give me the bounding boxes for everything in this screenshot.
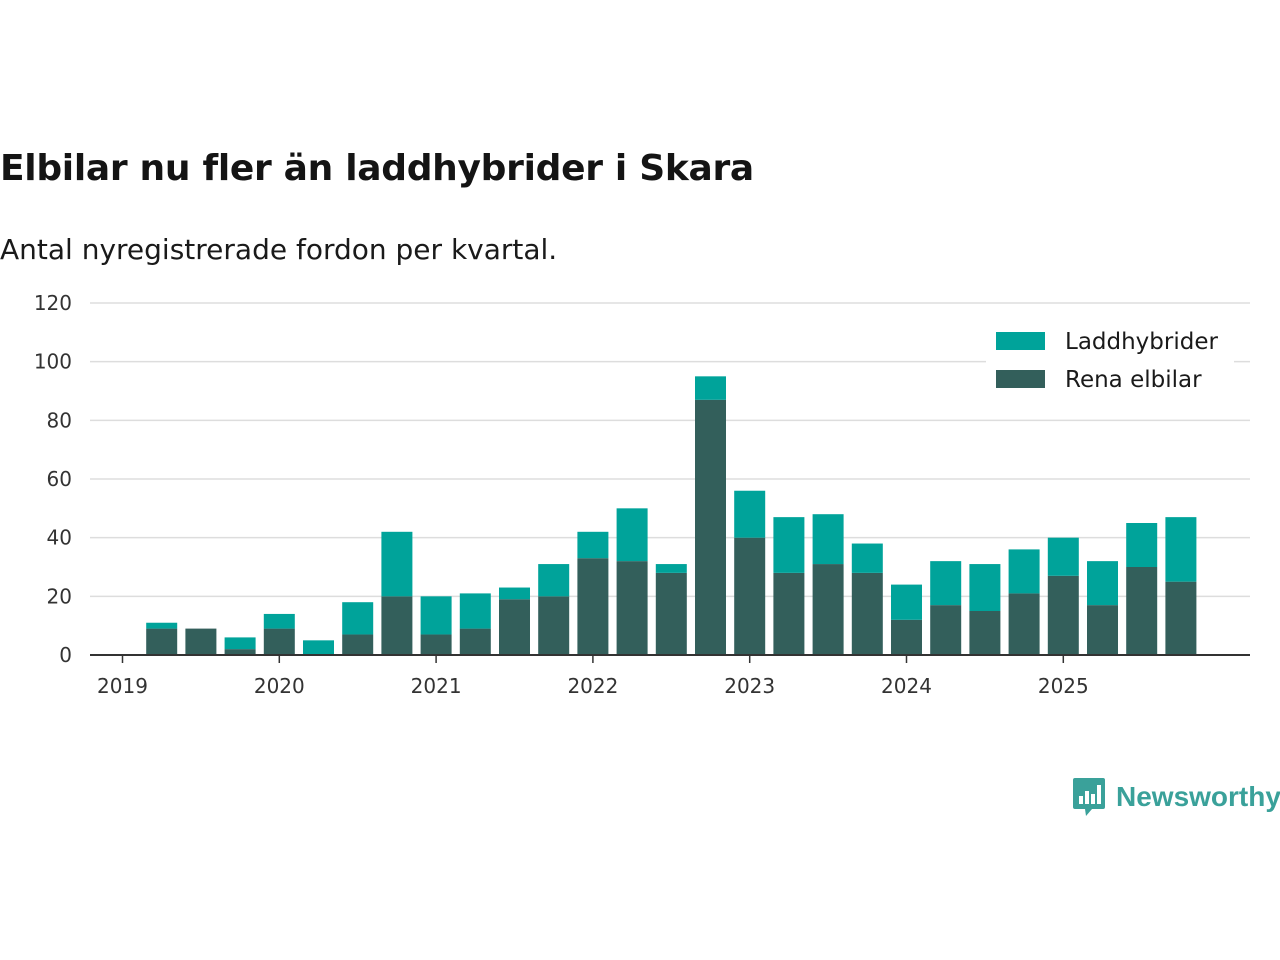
bar-rena-elbilar (1087, 605, 1118, 655)
bar-laddhybrider (342, 602, 374, 635)
bar-laddhybrider (499, 587, 530, 600)
bar-rena-elbilar (1047, 575, 1079, 655)
chart-subtitle: Antal nyregistrerade fordon per kvartal. (0, 233, 558, 266)
y-tick-label: 120 (34, 291, 72, 315)
bar-laddhybrider (773, 517, 805, 573)
bar-laddhybrider (1165, 517, 1197, 582)
bar-rena-elbilar (734, 537, 766, 655)
bar-laddhybrider (851, 543, 883, 573)
bar-laddhybrider (655, 564, 687, 573)
bar-rena-elbilar (577, 558, 609, 655)
bar-rena-elbilar (342, 634, 374, 655)
brand-logo: Newsworthy (1072, 776, 1280, 818)
bar-rena-elbilar (616, 561, 648, 655)
bar-rena-elbilar (420, 634, 452, 655)
bar-rena-elbilar (812, 564, 844, 655)
bar-rena-elbilar (1126, 567, 1158, 655)
bar-laddhybrider (812, 514, 844, 565)
bar-laddhybrider (695, 376, 726, 400)
y-tick-label: 100 (34, 350, 72, 374)
bar-rena-elbilar (695, 399, 726, 655)
x-tick-label: 2023 (724, 674, 775, 698)
bar-rena-elbilar (1008, 593, 1040, 655)
legend: Laddhybrider Rena elbilar (986, 322, 1234, 393)
bar-rena-elbilar (146, 628, 178, 655)
bar-laddhybrider (616, 508, 648, 562)
bar-rena-elbilar (224, 649, 256, 655)
bar-rena-elbilar (381, 596, 413, 655)
bar-laddhybrider (1047, 537, 1079, 576)
bar-rena-elbilar (930, 605, 962, 655)
bar-rena-elbilar (459, 628, 491, 655)
brand-name: Newsworthy (1116, 781, 1280, 812)
x-axis: 2019 2020 2021 2022 2023 2024 2025 (90, 654, 1250, 698)
chart-title: Elbilar nu fler än laddhybrider i Skara (0, 148, 754, 189)
bar-laddhybrider (459, 593, 491, 629)
x-tick-label: 2025 (1038, 674, 1089, 698)
x-tick-label: 2022 (567, 674, 618, 698)
x-tick-label: 2021 (411, 674, 462, 698)
bar-laddhybrider (420, 596, 452, 635)
bar-rena-elbilar (851, 572, 883, 655)
x-tick-label: 2020 (254, 674, 305, 698)
bar-laddhybrider (538, 564, 570, 597)
y-axis: 0 20 40 60 80 100 120 (34, 291, 72, 667)
bar-rena-elbilar (263, 628, 295, 655)
bar-laddhybrider (381, 531, 413, 597)
bar-laddhybrider (1008, 549, 1040, 594)
bar-laddhybrider (303, 640, 334, 655)
y-tick-label: 20 (47, 584, 72, 608)
x-tick-label: 2024 (881, 674, 932, 698)
bar-laddhybrider (577, 531, 609, 559)
x-tick-label: 2019 (97, 674, 148, 698)
legend-label-rena-elbilar: Rena elbilar (1065, 367, 1202, 393)
bar-laddhybrider (930, 561, 962, 606)
bar-laddhybrider (734, 490, 766, 538)
bar-laddhybrider (1126, 523, 1158, 567)
bar-laddhybrider (224, 637, 256, 650)
legend-swatch-rena-elbilar (996, 370, 1045, 388)
y-tick-label: 40 (47, 526, 72, 550)
bar-rena-elbilar (499, 599, 530, 655)
legend-label-laddhybrider: Laddhybrider (1065, 329, 1218, 355)
bar-rena-elbilar (655, 572, 687, 655)
y-tick-label: 60 (47, 467, 72, 491)
bar-laddhybrider (891, 584, 922, 620)
bar-laddhybrider (969, 564, 1001, 611)
bar-rena-elbilar (185, 628, 217, 655)
bar-laddhybrider (1087, 561, 1118, 606)
y-tick-label: 0 (59, 643, 72, 667)
newsworthy-logo-icon (1073, 778, 1105, 816)
legend-swatch-laddhybrider (996, 332, 1045, 350)
bar-laddhybrider (263, 613, 295, 629)
bars (146, 376, 1197, 655)
bar-rena-elbilar (891, 619, 922, 655)
bar-rena-elbilar (773, 572, 805, 655)
bar-rena-elbilar (969, 611, 1001, 655)
bar-rena-elbilar (538, 596, 570, 655)
bar-laddhybrider (146, 622, 178, 629)
bar-rena-elbilar (1165, 581, 1197, 655)
y-tick-label: 80 (47, 408, 72, 432)
